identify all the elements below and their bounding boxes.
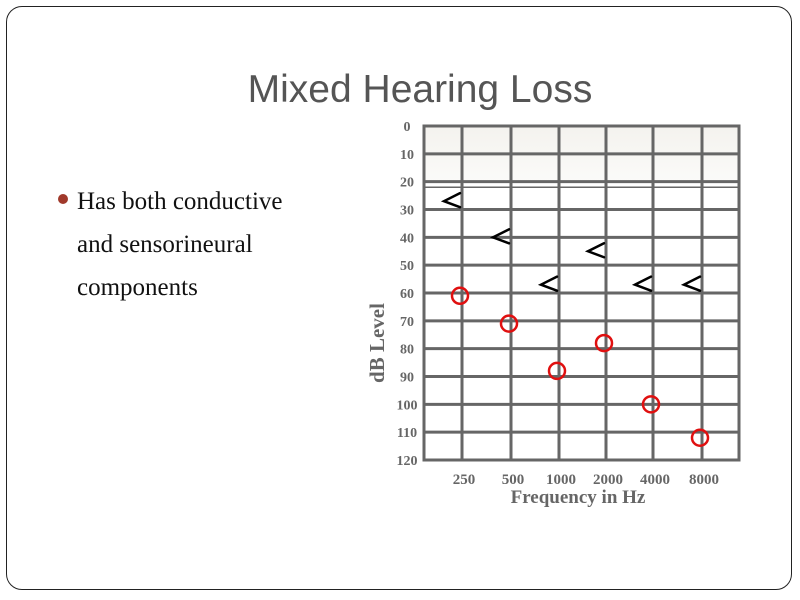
bone-conduction-marker — [537, 275, 559, 292]
bullet-line: components — [77, 274, 198, 301]
bone-conduction-marker — [440, 191, 462, 209]
bone-conduction-marker — [631, 275, 653, 292]
y-tick-label: 20 — [400, 176, 414, 191]
bullet-line: Has both conductive — [77, 188, 283, 215]
y-axis-label: dB Level — [365, 303, 389, 383]
air-conduction-marker — [594, 333, 614, 353]
y-tick-label: 80 — [400, 343, 414, 358]
y-tick-label: 100 — [397, 398, 418, 413]
y-tick-label: 30 — [400, 204, 414, 219]
y-tick-label: 10 — [400, 148, 414, 163]
slide-title: Mixed Hearing Loss — [247, 68, 593, 111]
bone-conduction-marker — [680, 275, 702, 292]
y-tick-label: 90 — [400, 371, 414, 386]
air-conduction-marker — [450, 286, 470, 306]
x-axis-label: Frequency in Hz — [511, 487, 646, 508]
y-tick-label: 60 — [400, 287, 414, 302]
x-tick-label: 8000 — [689, 472, 719, 488]
plot-frame — [422, 124, 741, 462]
y-tick-label: 70 — [400, 315, 414, 330]
x-tick-label: 2000 — [593, 472, 623, 488]
bullet-icon — [58, 194, 68, 204]
y-tick-label: 50 — [400, 259, 414, 274]
bone-conduction-marker — [584, 242, 606, 259]
y-tick-label: 110 — [397, 426, 417, 441]
air-conduction-marker — [690, 428, 710, 447]
y-tick-label: 0 — [404, 120, 411, 135]
bullet-list: Has both conductive and sensorineural co… — [50, 180, 350, 309]
x-tick-label: 1000 — [546, 472, 576, 488]
air-conduction-marker — [499, 314, 519, 333]
bone-conduction-marker — [489, 228, 511, 245]
air-conduction-marker — [641, 395, 661, 414]
y-tick-label: 40 — [400, 231, 414, 246]
x-tick-label: 250 — [453, 472, 476, 488]
air-conduction-marker — [547, 361, 567, 381]
x-tick-label: 4000 — [640, 472, 670, 488]
y-tick-label: 120 — [397, 454, 418, 469]
bullet-item: Has both conductive and sensorineural co… — [50, 180, 350, 309]
x-tick-label: 500 — [502, 472, 525, 488]
bullet-line: and sensorineural — [77, 231, 253, 258]
slide-frame — [6, 6, 792, 590]
